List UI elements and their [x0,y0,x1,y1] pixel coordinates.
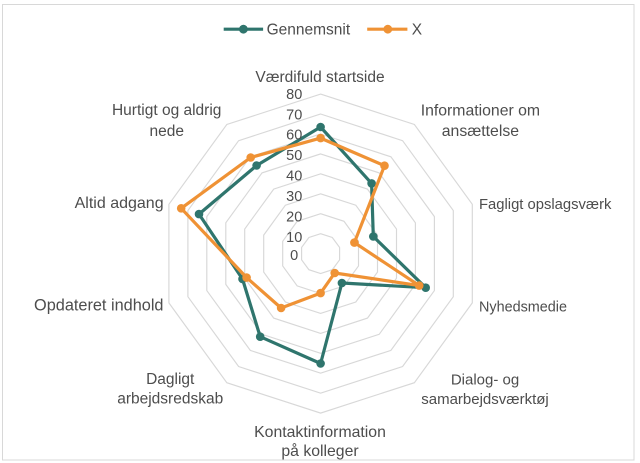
svg-text:Dagligt: Dagligt [146,371,195,388]
svg-text:arbejdsredskab: arbejdsredskab [117,390,223,407]
svg-text:Opdateret indhold: Opdateret indhold [34,296,163,314]
svg-text:Nyhedsmedie: Nyhedsmedie [479,299,567,315]
svg-text:Hurtigt og aldrig: Hurtigt og aldrig [112,102,221,119]
svg-text:30: 30 [286,189,302,205]
svg-text:Altid adgang: Altid adgang [75,195,164,212]
svg-text:40: 40 [286,168,302,184]
svg-text:Gennemsnit: Gennemsnit [267,22,351,39]
svg-text:Informationer om: Informationer om [421,102,540,119]
svg-text:50: 50 [286,148,302,164]
svg-text:nede: nede [149,123,183,140]
svg-text:60: 60 [286,128,302,144]
svg-text:70: 70 [286,107,302,123]
svg-text:samarbejdsværktøj: samarbejdsværktøj [421,391,549,408]
svg-text:Fagligt opslagsværk: Fagligt opslagsværk [479,197,612,213]
svg-text:Dialog- og: Dialog- og [451,371,519,388]
svg-text:X: X [412,22,423,39]
svg-text:0: 0 [290,248,298,264]
svg-text:10: 10 [286,230,302,246]
svg-text:Kontaktinformation: Kontaktinformation [254,424,386,441]
svg-text:ansættelse: ansættelse [442,123,519,140]
svg-text:80: 80 [286,87,302,103]
svg-text:20: 20 [286,209,302,225]
svg-text:på kolleger: på kolleger [281,442,358,460]
svg-text:Værdifuld startside: Værdifuld startside [255,69,384,86]
